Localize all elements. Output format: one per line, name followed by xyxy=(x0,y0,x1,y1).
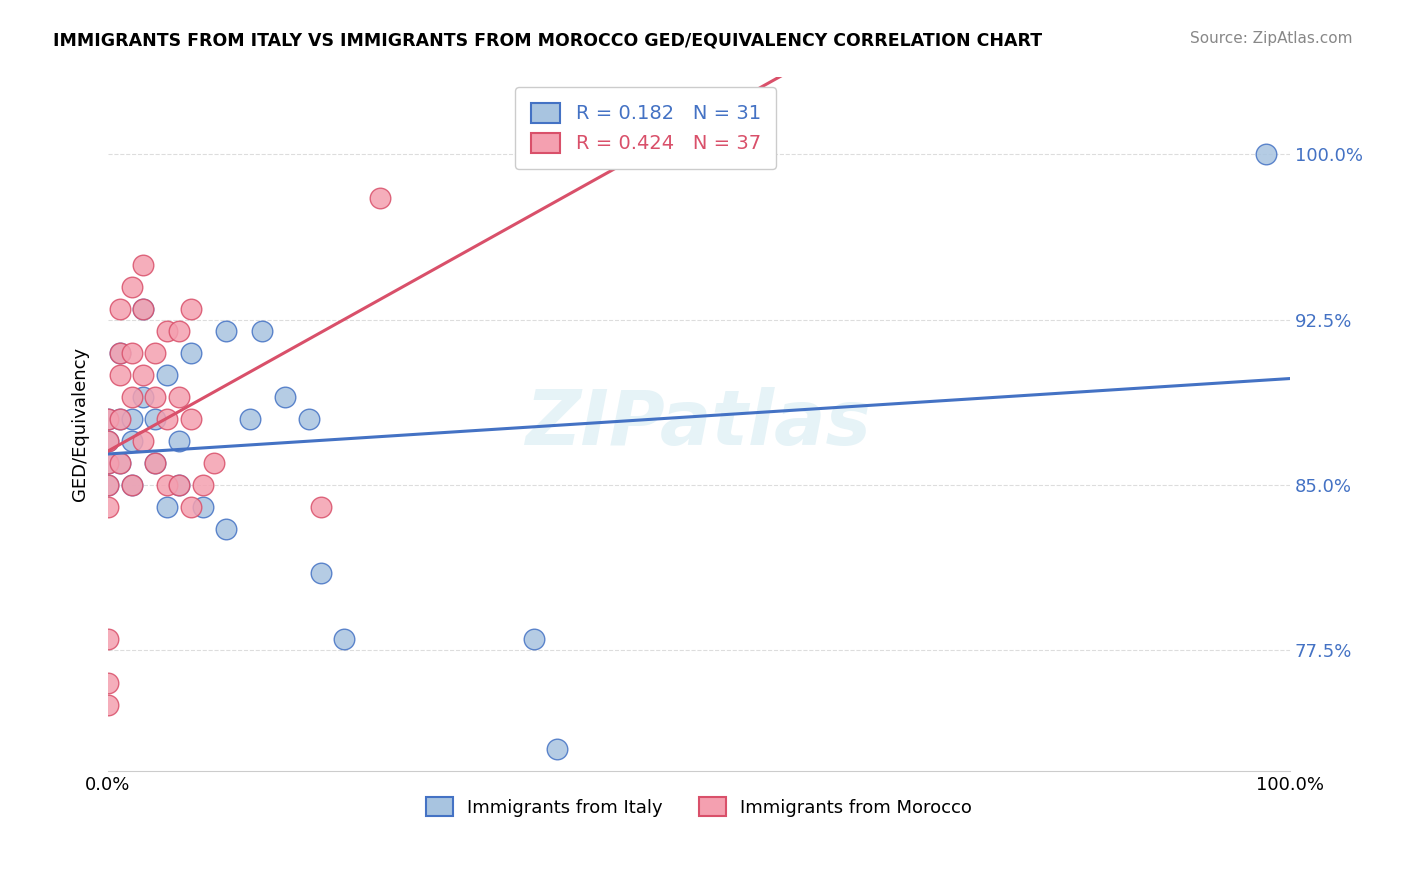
Point xyxy=(121,477,143,491)
Point xyxy=(121,390,143,404)
Point xyxy=(143,456,166,470)
Point xyxy=(108,411,131,425)
Point xyxy=(108,456,131,470)
Point xyxy=(215,522,238,536)
Point xyxy=(215,324,238,338)
Legend: Immigrants from Italy, Immigrants from Morocco: Immigrants from Italy, Immigrants from M… xyxy=(419,790,980,824)
Point xyxy=(333,632,356,646)
Point xyxy=(309,566,332,580)
Point xyxy=(108,368,131,382)
Point xyxy=(309,500,332,514)
Y-axis label: GED/Equivalency: GED/Equivalency xyxy=(72,347,89,501)
Point xyxy=(97,456,120,470)
Point xyxy=(132,301,155,316)
Point xyxy=(250,324,273,338)
Point xyxy=(121,411,143,425)
Point xyxy=(368,192,391,206)
Point xyxy=(108,345,131,359)
Point xyxy=(156,411,179,425)
Point xyxy=(121,279,143,293)
Point xyxy=(156,324,179,338)
Point xyxy=(121,345,143,359)
Point xyxy=(239,411,262,425)
Point xyxy=(180,301,202,316)
Point xyxy=(143,411,166,425)
Point xyxy=(132,258,155,272)
Text: ZIPatlas: ZIPatlas xyxy=(526,387,872,461)
Point xyxy=(97,434,120,448)
Point xyxy=(191,500,214,514)
Point xyxy=(97,675,120,690)
Point xyxy=(97,411,120,425)
Point xyxy=(156,477,179,491)
Point xyxy=(167,477,190,491)
Point xyxy=(167,324,190,338)
Point xyxy=(108,345,131,359)
Point xyxy=(97,411,120,425)
Point xyxy=(143,390,166,404)
Point xyxy=(191,477,214,491)
Point xyxy=(180,500,202,514)
Point xyxy=(132,390,155,404)
Text: IMMIGRANTS FROM ITALY VS IMMIGRANTS FROM MOROCCO GED/EQUIVALENCY CORRELATION CHA: IMMIGRANTS FROM ITALY VS IMMIGRANTS FROM… xyxy=(53,31,1043,49)
Point xyxy=(121,477,143,491)
Point xyxy=(298,411,321,425)
Point xyxy=(1256,147,1278,161)
Point xyxy=(108,411,131,425)
Point xyxy=(108,301,131,316)
Point xyxy=(132,301,155,316)
Point xyxy=(180,345,202,359)
Point xyxy=(143,345,166,359)
Point xyxy=(180,411,202,425)
Point xyxy=(167,390,190,404)
Point xyxy=(108,456,131,470)
Point xyxy=(97,632,120,646)
Point xyxy=(143,456,166,470)
Point xyxy=(121,434,143,448)
Point xyxy=(97,477,120,491)
Point xyxy=(97,434,120,448)
Point xyxy=(274,390,297,404)
Point xyxy=(167,477,190,491)
Point xyxy=(97,456,120,470)
Point xyxy=(522,632,544,646)
Point xyxy=(546,741,568,756)
Point xyxy=(156,368,179,382)
Point xyxy=(97,698,120,712)
Point xyxy=(97,477,120,491)
Point xyxy=(97,500,120,514)
Point xyxy=(202,456,225,470)
Point xyxy=(167,434,190,448)
Point xyxy=(132,434,155,448)
Point xyxy=(156,500,179,514)
Text: Source: ZipAtlas.com: Source: ZipAtlas.com xyxy=(1189,31,1353,46)
Point xyxy=(132,368,155,382)
